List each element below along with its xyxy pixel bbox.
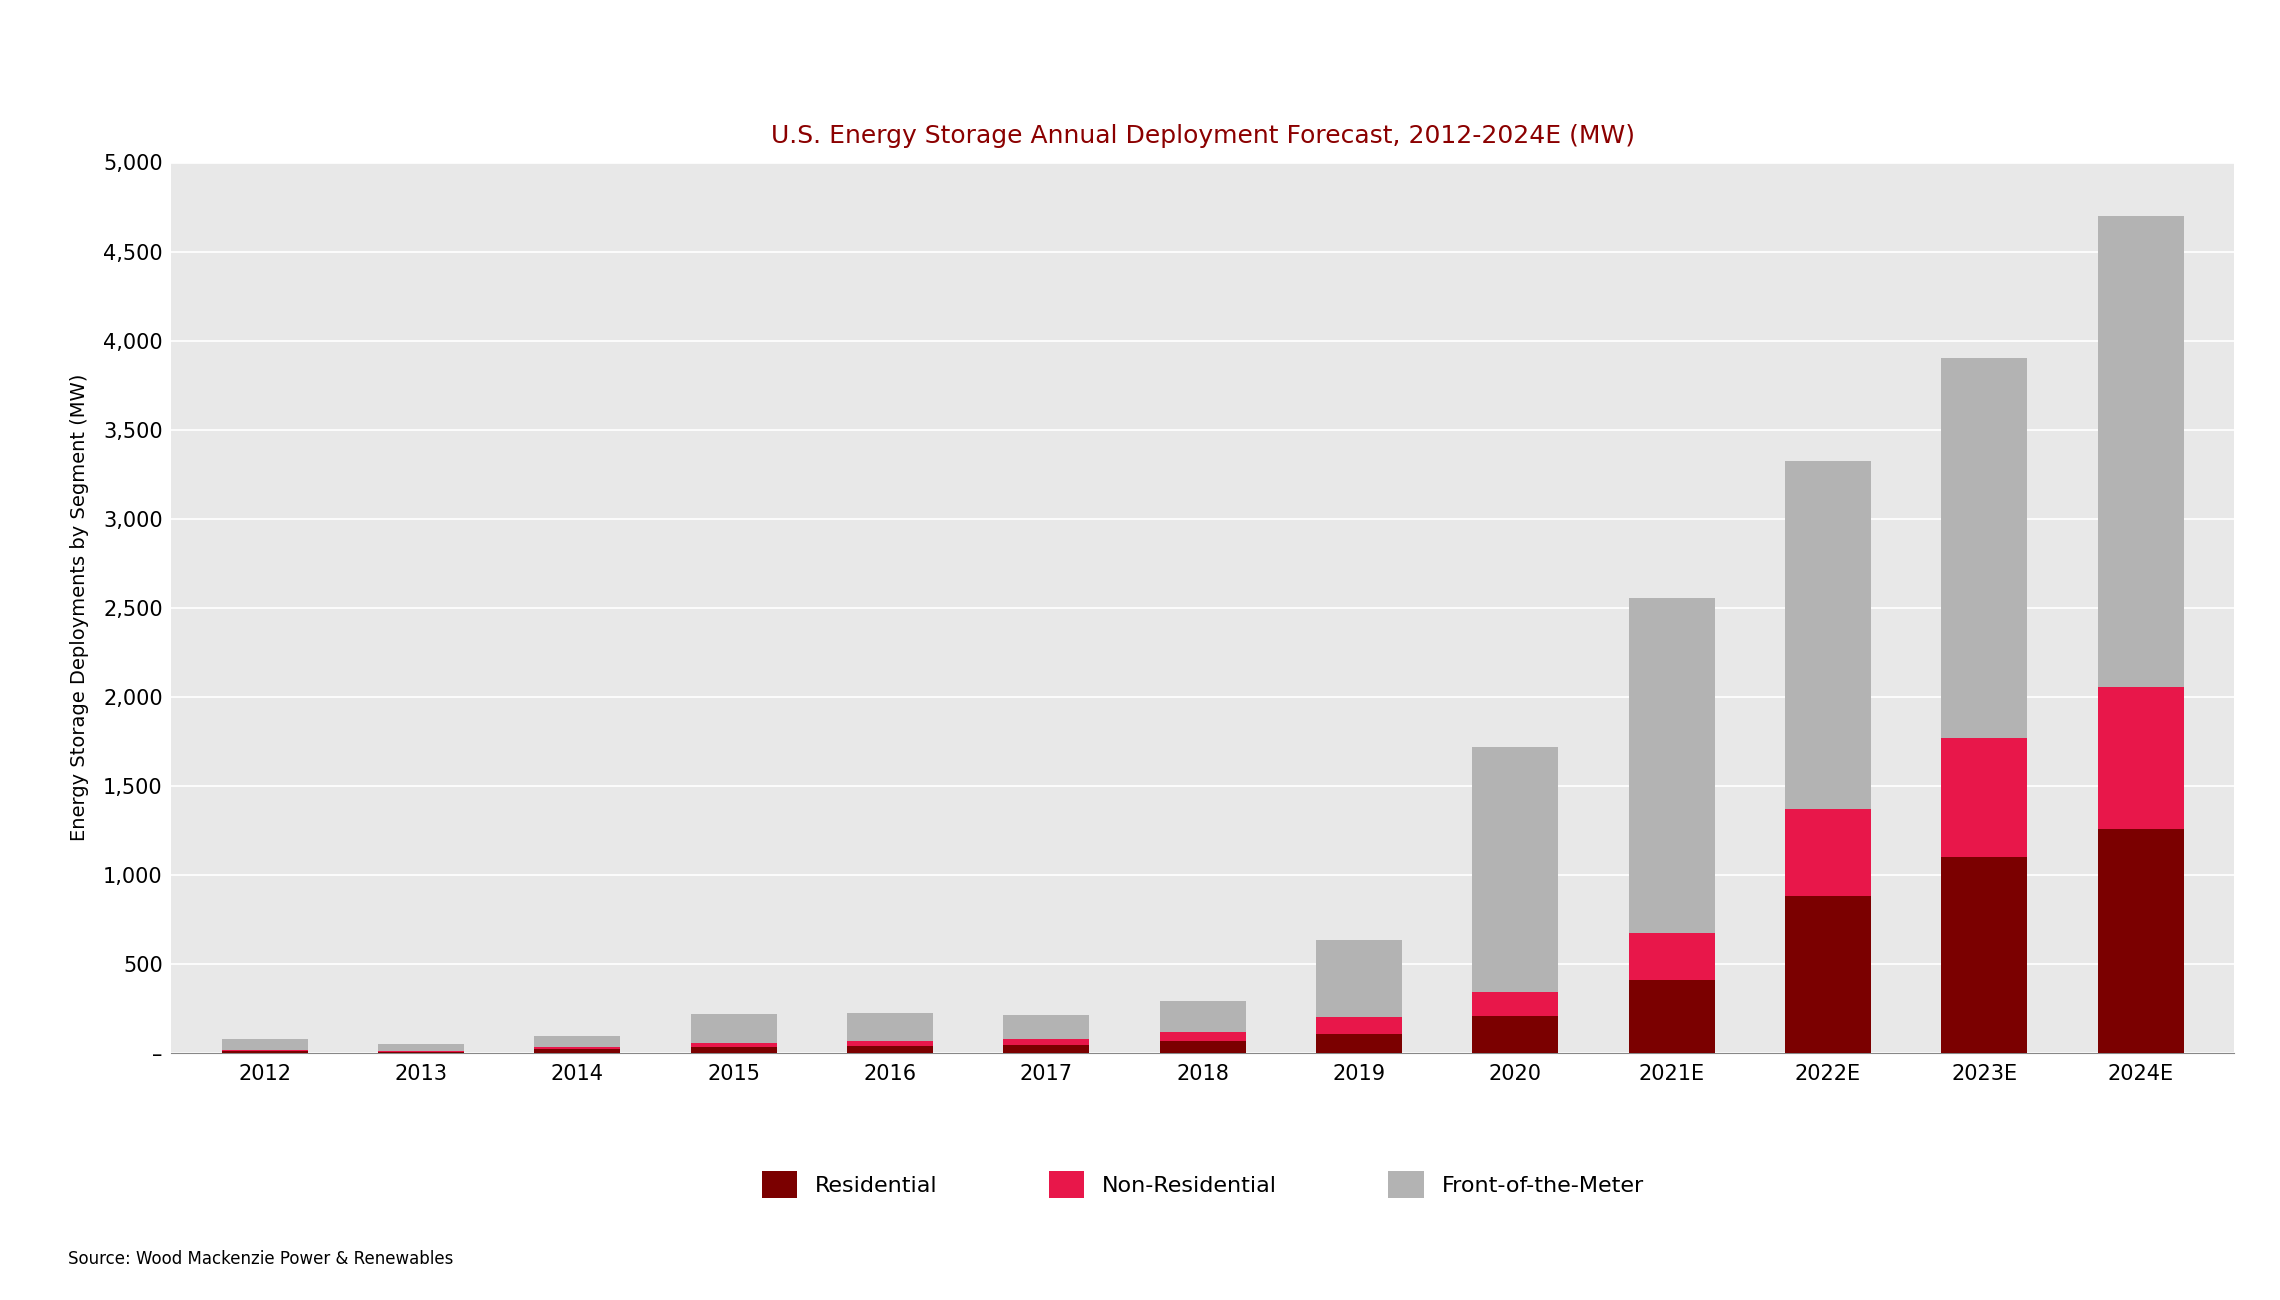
Bar (1628, 980, 1715, 1053)
Bar (1940, 738, 2027, 857)
Bar (1473, 1017, 1557, 1053)
Bar (691, 1046, 777, 1053)
Bar (1940, 857, 2027, 1053)
Bar (2098, 216, 2184, 686)
Bar (378, 1044, 465, 1050)
Bar (848, 1041, 933, 1046)
Bar (1003, 1015, 1090, 1039)
Bar (221, 1039, 308, 1050)
Bar (2098, 686, 2184, 828)
Bar (534, 1036, 620, 1047)
Text: U.S. ENERGY STORAGE ANNUAL DEPLOYMENTS WILL REACH 4.7 GW BY 2024: U.S. ENERGY STORAGE ANNUAL DEPLOYMENTS W… (422, 58, 1858, 91)
Bar (1316, 1035, 1402, 1053)
Bar (848, 1046, 933, 1053)
Title: U.S. Energy Storage Annual Deployment Forecast, 2012-2024E (MW): U.S. Energy Storage Annual Deployment Fo… (771, 124, 1635, 148)
Bar (848, 1013, 933, 1041)
Bar (1316, 940, 1402, 1018)
Bar (534, 1049, 620, 1053)
Bar (378, 1052, 465, 1053)
Bar (1161, 1041, 1245, 1053)
Bar (221, 1052, 308, 1053)
Bar (1628, 933, 1715, 980)
Bar (1473, 992, 1557, 1017)
Bar (691, 1043, 777, 1047)
Bar (1940, 359, 2027, 738)
Bar (1785, 896, 1872, 1053)
Text: Source: Wood Mackenzie Power & Renewables: Source: Wood Mackenzie Power & Renewable… (68, 1249, 454, 1268)
Bar (1161, 1001, 1245, 1032)
Bar (1628, 598, 1715, 933)
Bar (2098, 828, 2184, 1053)
Bar (1316, 1018, 1402, 1035)
Bar (534, 1046, 620, 1049)
Y-axis label: Energy Storage Deployments by Segment (MW): Energy Storage Deployments by Segment (M… (71, 374, 89, 841)
Bar (1161, 1032, 1245, 1041)
Bar (1003, 1039, 1090, 1045)
Bar (1003, 1045, 1090, 1053)
Bar (691, 1014, 777, 1043)
Bar (1785, 809, 1872, 896)
Bar (1473, 746, 1557, 992)
Legend: Residential, Non-Residential, Front-of-the-Meter: Residential, Non-Residential, Front-of-t… (752, 1162, 1653, 1206)
Bar (1785, 460, 1872, 809)
